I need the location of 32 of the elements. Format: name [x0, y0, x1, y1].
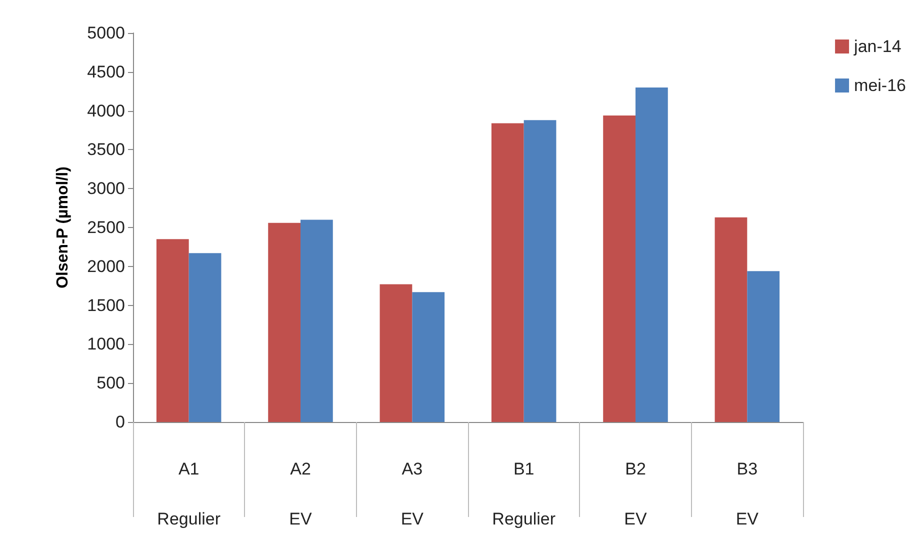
y-tick-label: 4000 [87, 101, 125, 120]
category-label: A1 Regulier [157, 460, 220, 528]
y-tick-label: 3500 [87, 140, 125, 160]
y-tick-label: 4500 [87, 62, 125, 82]
y-axis-title: Olsen-P (µmol/l) [54, 166, 72, 288]
y-tick-label: 1000 [87, 334, 125, 354]
y-tick-label: 1500 [87, 296, 125, 315]
bar [714, 217, 748, 422]
bar [300, 220, 333, 422]
category-label: A2 EV [289, 460, 312, 528]
bar [747, 271, 780, 422]
y-tick-label: 0 [116, 412, 125, 432]
category-label: A3 EV [400, 460, 424, 528]
y-tick-label: 2500 [87, 218, 125, 237]
y-tick-label: 5000 [87, 24, 125, 42]
bar [636, 87, 668, 422]
bar [156, 239, 189, 422]
bar [603, 115, 636, 422]
bar [491, 123, 524, 422]
y-tick-label: 2000 [87, 256, 125, 276]
legend-label: jan-14 [853, 37, 902, 56]
category-label: B2 EV [624, 460, 647, 528]
category-label: B3 EV [736, 460, 759, 528]
y-tick-label: 500 [96, 374, 125, 393]
y-tick-label: 3000 [87, 179, 125, 198]
legend-label: mei-16 [854, 76, 906, 95]
bar [268, 222, 300, 422]
bar [188, 253, 222, 422]
category-label: B1 Regulier [492, 460, 556, 528]
bar [380, 284, 412, 422]
bar [412, 292, 445, 422]
bar [524, 120, 556, 422]
